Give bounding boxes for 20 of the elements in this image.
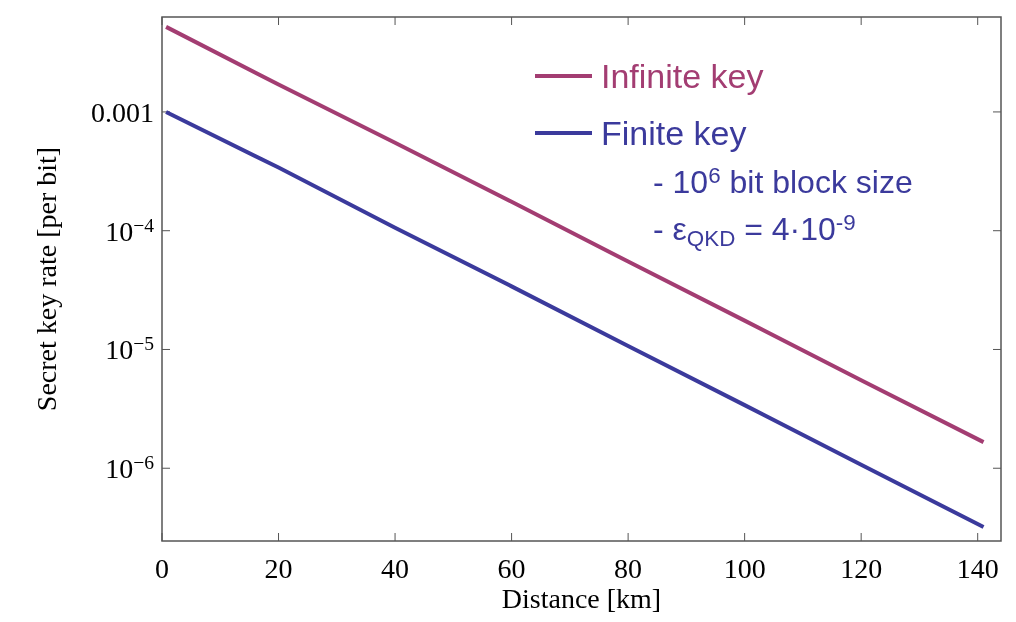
annotation: - 10$^{6}$ bit block size [653, 163, 913, 200]
x-tick-label: 20 [264, 553, 293, 584]
x-tick-label: 40 [381, 553, 410, 584]
legend-label: Finite key [601, 114, 747, 152]
x-tick-label: 120 [840, 553, 883, 584]
y-tick-label: 10$^{−6}$ [105, 452, 155, 485]
legend-label: Infinite key [601, 57, 764, 95]
x-tick-label: 140 [956, 553, 999, 584]
y-tick-label: 0.001 [91, 96, 154, 128]
annotation: - ε$_{QKD}$ = 4·10$^{-9}$ [653, 210, 856, 251]
y-tick-label: 10$^{−5}$ [105, 333, 155, 366]
line-series [164, 24, 986, 445]
y-axis-title: Secret key rate [per bit] [31, 146, 62, 412]
x-tick-label: 0 [155, 553, 169, 584]
x-axis-title: Distance [km] [501, 583, 662, 614]
y-tick-label: 10$^{−4}$ [105, 214, 155, 247]
line-series [164, 109, 986, 530]
x-tick-label: 100 [723, 553, 766, 584]
x-tick-label: 80 [614, 553, 643, 584]
x-tick-label: 60 [497, 553, 526, 584]
